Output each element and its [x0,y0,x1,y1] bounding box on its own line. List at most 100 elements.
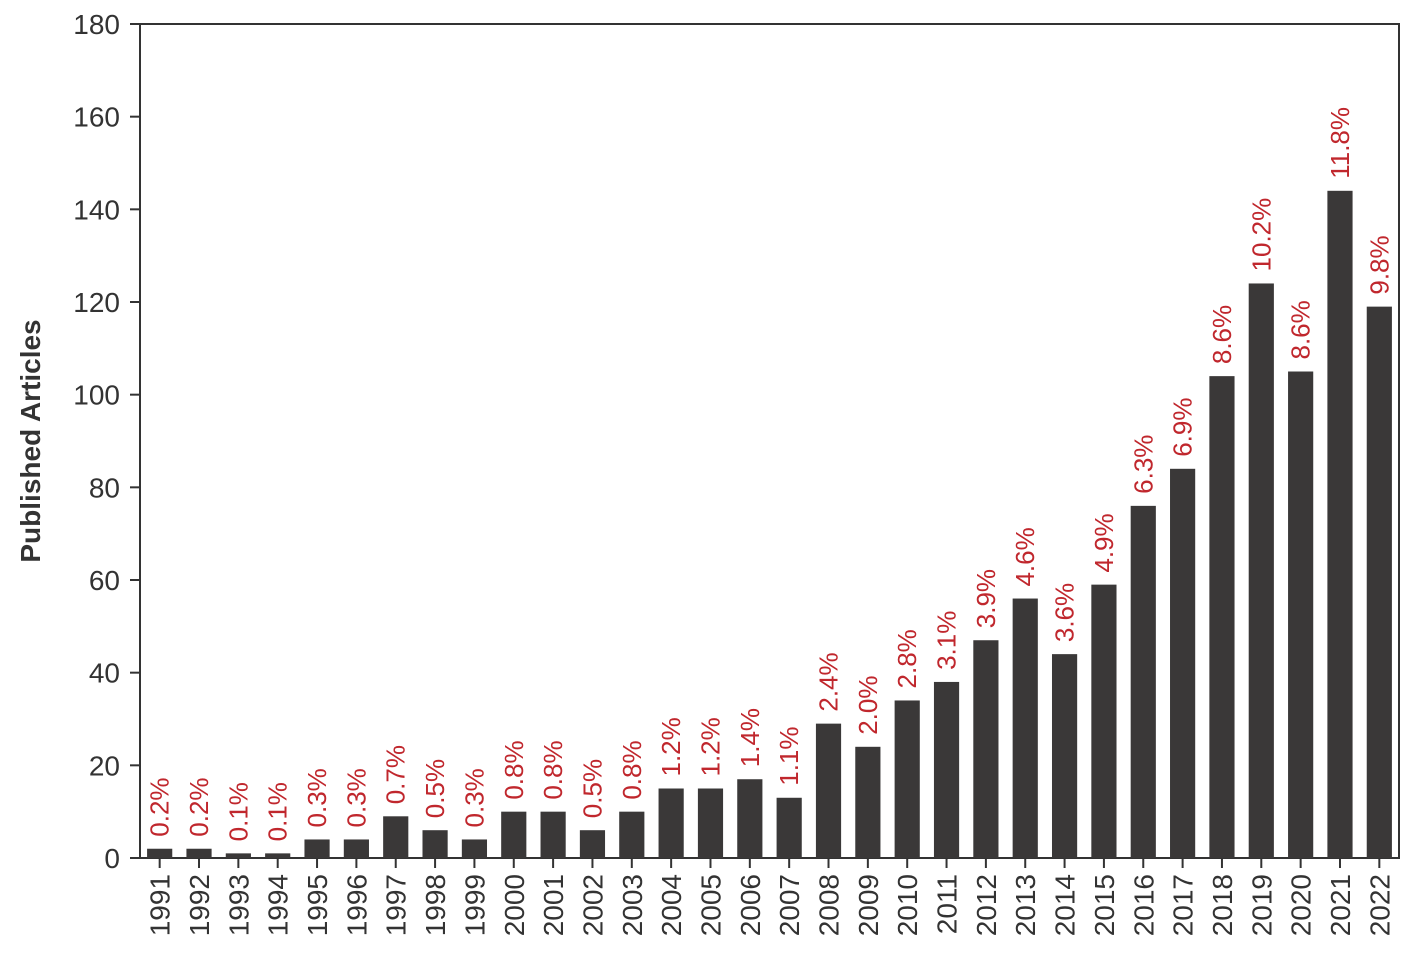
bar [579,830,606,858]
bar [619,811,645,858]
y-tick-label: 80 [89,472,120,503]
bar [855,746,881,858]
x-tick-label: 2013 [1010,874,1041,936]
x-tick-label: 2000 [499,874,530,936]
x-tick-label: 2006 [735,874,766,936]
x-tick-label: 2005 [695,874,726,936]
bar [1051,654,1078,858]
x-tick-label: 2009 [853,874,884,936]
data-label: 1.4% [735,708,765,767]
x-tick-label: 1996 [341,874,372,936]
x-tick-label: 2019 [1246,874,1277,936]
bar [422,830,448,858]
bar [1209,376,1235,858]
data-label: 9.8% [1364,235,1394,294]
x-axis: 1991 1992 1993 1994 1995 1996 1997 1998 1999 2000… [145,858,1395,936]
y-tick-label: 40 [89,658,120,689]
x-tick-label: 2008 [814,874,845,936]
x-tick-label: 1992 [184,874,215,936]
data-label: 3.9% [971,569,1001,628]
bar [186,848,212,858]
data-label: 0.3% [459,768,489,827]
bar [1288,371,1314,858]
y-tick-label: 140 [73,194,120,225]
x-tick-label: 2015 [1089,874,1120,936]
plot-frame [139,23,1400,859]
y-axis-label: Published Articles [15,319,46,562]
bar [776,797,802,858]
bar [658,788,684,858]
bar [540,811,566,858]
data-label: 6.9% [1168,398,1198,457]
x-tick-label: 2002 [577,874,608,936]
bar [304,839,330,858]
x-tick-label: 1994 [263,874,294,936]
x-tick-label: 2011 [932,874,963,934]
bar [1091,584,1117,858]
x-tick-label: 2001 [538,874,569,936]
data-label: 8.6% [1207,305,1237,364]
bar [1170,468,1196,858]
data-label: 0.5% [420,759,450,818]
bar [383,816,409,858]
bar [343,839,369,858]
x-tick-label: 2007 [774,874,805,936]
y-tick-label: 160 [73,102,120,133]
data-label: 2.8% [892,629,922,688]
data-label: 1.2% [695,717,725,776]
data-label: 0.1% [223,782,253,841]
y-tick-label: 60 [89,565,120,596]
x-tick-label: 1998 [420,874,451,936]
x-tick-label: 2016 [1128,874,1159,936]
data-label: 0.1% [263,782,293,841]
data-label: 6.3% [1128,435,1158,494]
y-tick-label: 100 [73,380,120,411]
bar [225,853,251,858]
x-tick-label: 2017 [1168,874,1199,936]
data-label: 2.0% [853,676,883,735]
x-tick-label: 2020 [1286,874,1317,936]
data-label: 8.6% [1286,300,1316,359]
data-label: 0.8% [538,740,568,799]
bar [973,640,999,858]
data-label: 3.1% [932,611,962,670]
x-tick-label: 2010 [892,874,923,936]
bar [1012,598,1038,858]
y-tick-label: 180 [73,9,120,40]
bar [815,723,842,858]
x-tick-label: 2021 [1325,874,1356,936]
data-label: 0.5% [577,759,607,818]
x-tick-label: 1997 [381,874,412,936]
data-label: 0.3% [302,768,332,827]
data-label: 11.8% [1325,107,1355,179]
data-label: 0.2% [145,777,175,836]
data-label: 1.2% [656,717,686,776]
bar [894,700,920,858]
x-tick-label: 2022 [1364,874,1395,936]
x-tick-label: 2004 [656,874,687,936]
bar [265,853,291,858]
bar [461,839,488,858]
data-label: 0.8% [617,740,647,799]
data-label: 0.7% [381,745,411,804]
x-tick-label: 1991 [145,874,176,936]
data-label: 4.9% [1089,513,1119,572]
bar [1248,283,1274,858]
data-label: 10.2% [1246,198,1276,272]
y-tick-label: 0 [104,843,120,874]
bar [737,779,763,858]
data-label: 0.8% [499,740,529,799]
x-tick-label: 1995 [302,874,333,936]
x-tick-label: 2018 [1207,874,1238,936]
x-tick-label: 1999 [459,874,490,936]
data-label: 0.3% [341,768,371,827]
bars-group [147,190,1392,859]
bar [697,788,724,858]
data-label: 3.6% [1050,583,1080,642]
bar [1366,306,1392,859]
data-label: 0.2% [184,777,214,836]
bar [933,681,960,858]
y-tick-label: 20 [89,750,120,781]
data-label: 1.1% [774,727,804,786]
